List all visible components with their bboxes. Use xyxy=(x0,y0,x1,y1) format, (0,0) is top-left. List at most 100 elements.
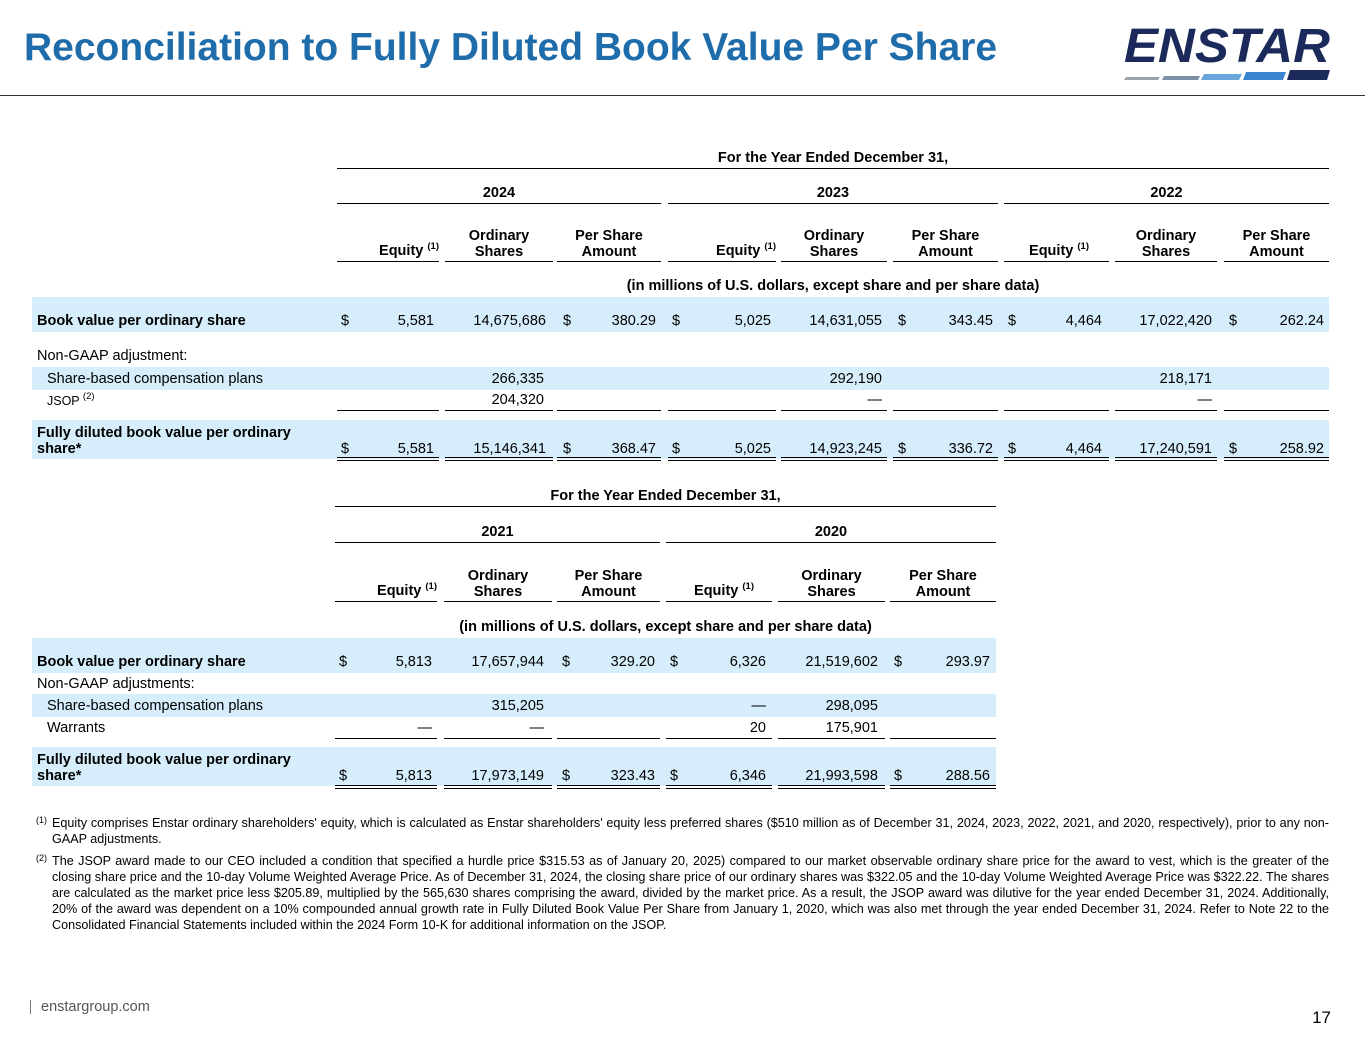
t1-year-2024: 2024 xyxy=(482,185,516,201)
t1-sbc-2023: 292,190 xyxy=(829,371,882,387)
page-title: Reconciliation to Fully Diluted Book Val… xyxy=(24,26,998,69)
cell-dollar2: $ xyxy=(562,768,571,784)
cell-ps: 262.24 xyxy=(1279,313,1324,329)
cell-ps: 329.20 xyxy=(610,654,655,670)
cell-equity: 5,581 xyxy=(397,313,434,329)
t1-col-per-share: Per Share Amount xyxy=(911,228,980,260)
t1-units: (in millions of U.S. dollars, except sha… xyxy=(626,278,1040,294)
cell-shares: 21,519,602 xyxy=(805,654,878,670)
t2-warrants-shares-2021: — xyxy=(529,720,545,736)
t2-col-shares: Ordinary Shares xyxy=(467,568,529,600)
cell-dollar1: $ xyxy=(341,313,350,329)
t1-col-equity: Equity (1) xyxy=(716,241,776,259)
t1-col-per-share: Per Share Amount xyxy=(1242,228,1311,260)
t1-col-equity: Equity (1) xyxy=(379,241,439,259)
t1-sbc-2022: 218,171 xyxy=(1159,371,1212,387)
t2-units: (in millions of U.S. dollars, except sha… xyxy=(459,619,872,635)
cell-dollar1: $ xyxy=(670,768,679,784)
cell-dollar1: $ xyxy=(341,441,350,457)
footer-url: enstargroup.com xyxy=(41,999,150,1015)
t1-jsop-2022: — xyxy=(1197,392,1213,408)
cell-dollar2: $ xyxy=(894,654,903,670)
row-label: Book value per ordinary share xyxy=(37,654,246,670)
row-label: Share-based compensation plans xyxy=(47,698,264,714)
cell-equity: 5,813 xyxy=(395,654,432,670)
t2-sbc-shares-2021: 315,205 xyxy=(491,698,544,714)
cell-dollar2: $ xyxy=(898,313,907,329)
cell-equity: 4,464 xyxy=(1065,313,1102,329)
footnote-2: (2) The JSOP award made to our CEO includ… xyxy=(36,853,1329,932)
t2-sbc-equity-2020: — xyxy=(751,698,767,714)
cell-dollar1: $ xyxy=(1008,313,1017,329)
table-row: Share-based compensation plans xyxy=(32,694,996,717)
enstar-logo: ENSTAR xyxy=(1124,20,1330,80)
cell-shares: 14,923,245 xyxy=(809,441,882,457)
cell-ps: 293.97 xyxy=(945,654,990,670)
t1-col-shares: Ordinary Shares xyxy=(468,228,530,260)
cell-dollar1: $ xyxy=(672,441,681,457)
cell-shares: 14,631,055 xyxy=(809,313,882,329)
row-label: Book value per ordinary share xyxy=(37,313,246,329)
table-row: Book value per ordinary share xyxy=(32,638,996,673)
cell-shares: 17,973,149 xyxy=(471,768,544,784)
t2-warrants-equity-2020: 20 xyxy=(749,720,766,736)
cell-ps: 343.45 xyxy=(948,313,993,329)
cell-shares: 21,993,598 xyxy=(805,768,878,784)
t1-col-per-share: Per Share Amount xyxy=(575,228,643,260)
cell-dollar2: $ xyxy=(562,654,571,670)
cell-dollar1: $ xyxy=(339,768,348,784)
t1-col-shares: Ordinary Shares xyxy=(803,228,865,260)
t2-col-shares: Ordinary Shares xyxy=(801,568,862,600)
row-label: Share-based compensation plans xyxy=(47,371,264,387)
page-number: 17 xyxy=(1312,1008,1331,1027)
cell-dollar1: $ xyxy=(670,654,679,670)
cell-dollar2: $ xyxy=(563,441,572,457)
jsop-label: JSOP (2) xyxy=(47,391,95,408)
cell-dollar2: $ xyxy=(563,313,572,329)
t1-jsop-2023: — xyxy=(867,392,883,408)
adjustment-label: Non-GAAP adjustment: xyxy=(37,348,188,364)
cell-equity: 6,326 xyxy=(729,654,766,670)
cell-ps: 368.47 xyxy=(611,441,656,457)
table-row: Share-based compensation plans xyxy=(32,367,1329,390)
t2-col-per-share: Per Share Amount xyxy=(574,568,643,600)
header-divider xyxy=(0,95,1365,96)
cell-dollar2: $ xyxy=(1229,441,1238,457)
footnote-1: (1) Equity comprises Enstar ordinary shar… xyxy=(36,815,1329,846)
t2-year-2021: 2021 xyxy=(481,524,514,540)
t1-col-equity: Equity (1) xyxy=(1029,241,1089,259)
cell-shares: 15,146,341 xyxy=(473,441,546,457)
cell-ps: 258.92 xyxy=(1279,441,1324,457)
t1-jsop-2024: 204,320 xyxy=(491,392,544,408)
cell-shares: 17,022,420 xyxy=(1139,313,1212,329)
cell-dollar1: $ xyxy=(339,654,348,670)
cell-equity: 5,025 xyxy=(734,441,771,457)
cell-dollar2: $ xyxy=(1229,313,1238,329)
table-row: Book value per ordinary share xyxy=(32,297,1329,332)
t2-warrants-shares-2020: 175,901 xyxy=(825,720,878,736)
cell-equity: 6,346 xyxy=(729,768,766,784)
cell-equity: 4,464 xyxy=(1065,441,1102,457)
row-label: Warrants xyxy=(47,720,106,736)
footer-divider xyxy=(30,1000,31,1014)
row-label: Fully diluted book value per ordinary sha… xyxy=(37,752,291,784)
t1-period-header: For the Year Ended December 31, xyxy=(717,150,949,166)
row-label: Fully diluted book value per ordinary sha… xyxy=(37,425,291,457)
t2-warrants-equity-2021: — xyxy=(417,720,433,736)
cell-shares: 17,240,591 xyxy=(1139,441,1212,457)
t2-period-header: For the Year Ended December 31, xyxy=(550,488,781,504)
t1-col-shares: Ordinary Shares xyxy=(1135,228,1197,260)
adjustment-label: Non-GAAP adjustments: xyxy=(37,676,195,692)
cell-equity: 5,025 xyxy=(734,313,771,329)
cell-dollar2: $ xyxy=(898,441,907,457)
t1-year-2022: 2022 xyxy=(1150,185,1183,201)
cell-ps: 323.43 xyxy=(610,768,655,784)
t2-col-per-share: Per Share Amount xyxy=(909,568,977,600)
cell-ps: 380.29 xyxy=(611,313,656,329)
cell-dollar1: $ xyxy=(1008,441,1017,457)
cell-shares: 17,657,944 xyxy=(471,654,544,670)
t2-col-equity: Equity (1) xyxy=(377,581,437,599)
t1-year-2023: 2023 xyxy=(816,185,850,201)
logo-text: ENSTAR xyxy=(1124,20,1330,73)
cell-equity: 5,813 xyxy=(395,768,432,784)
